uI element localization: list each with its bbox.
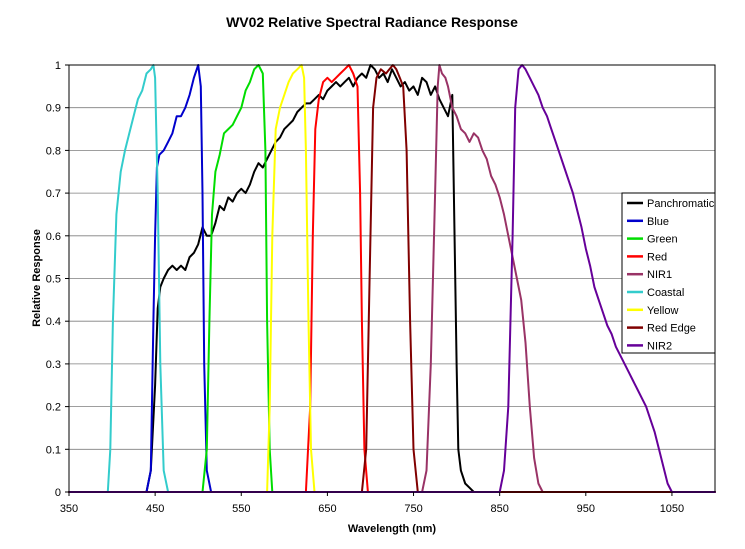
- x-tick-label: 950: [577, 503, 595, 515]
- series-line-panchromatic: [68, 64, 716, 493]
- series-line-nir2: [68, 64, 716, 493]
- legend-label-green: Green: [647, 234, 678, 246]
- legend-label-yellow: Yellow: [647, 305, 678, 317]
- legend: Panchromatic Blue Green Red NIR1 Coastal Yello…: [621, 192, 716, 354]
- legend-label-panchromatic: Panchromatic: [647, 198, 715, 210]
- chart-title: WV02 Relative Spectral Radiance Response: [226, 14, 518, 30]
- series-line-red: [68, 64, 716, 493]
- series-line-yellow: [68, 64, 716, 493]
- y-axis-label: Relative Response: [31, 229, 43, 327]
- x-axis-label: Wavelength (nm): [348, 523, 437, 535]
- legend-label-nir1: NIR1: [647, 269, 672, 281]
- y-tick-label: 0.3: [46, 359, 61, 371]
- y-axis-ticks: 0 0.1 0.2 0.3 0.4 0.5 0.6 0.7 0.8 0.9 1: [46, 60, 69, 499]
- series-line-blue: [68, 64, 716, 493]
- y-tick-label: 0.5: [46, 274, 61, 286]
- y-tick-label: 0.2: [46, 402, 61, 414]
- series-line-green: [68, 64, 716, 493]
- gridlines: [69, 107, 715, 450]
- x-tick-label: 350: [60, 503, 78, 515]
- x-axis-ticks: 350 450 550 650 750 850 950 1050: [60, 492, 684, 515]
- y-tick-label: 1: [55, 60, 61, 72]
- series-line-coastal: [68, 64, 716, 493]
- x-tick-label: 750: [404, 503, 422, 515]
- y-tick-label: 0: [55, 487, 61, 499]
- legend-label-red-edge: Red Edge: [647, 323, 696, 335]
- series-line-nir1: [68, 64, 716, 493]
- series-lines: [68, 64, 716, 493]
- x-tick-label: 650: [318, 503, 336, 515]
- y-tick-label: 0.1: [46, 444, 61, 456]
- legend-label-red: Red: [647, 251, 667, 263]
- y-tick-label: 0.8: [46, 145, 61, 157]
- legend-label-coastal: Coastal: [647, 287, 684, 299]
- x-tick-label: 450: [146, 503, 164, 515]
- y-tick-label: 0.4: [46, 316, 61, 328]
- y-tick-label: 0.6: [46, 231, 61, 243]
- y-tick-label: 0.9: [46, 103, 61, 115]
- x-tick-label: 550: [232, 503, 250, 515]
- legend-label-nir2: NIR2: [647, 340, 672, 352]
- series-line-red-edge: [68, 64, 716, 493]
- legend-label-blue: Blue: [647, 216, 669, 228]
- y-tick-label: 0.7: [46, 188, 61, 200]
- x-tick-label: 1050: [660, 503, 684, 515]
- x-tick-label: 850: [490, 503, 508, 515]
